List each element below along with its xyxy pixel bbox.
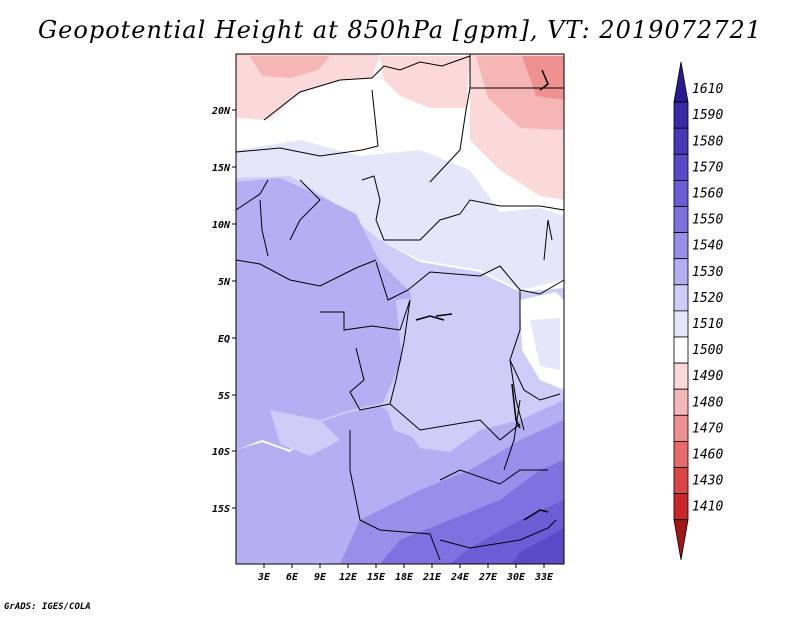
lon-label-3e: 3E bbox=[257, 572, 271, 583]
colorbar-swatch bbox=[673, 519, 689, 560]
colorbar-level-label: 1460 bbox=[692, 447, 723, 462]
field-region-angola-coast bbox=[270, 410, 340, 456]
map-title: Geopotential Height at 850hPa [gpm], VT:… bbox=[38, 16, 762, 44]
colorbar-swatch bbox=[673, 414, 689, 442]
lat-label-20n: 20N bbox=[211, 106, 231, 117]
colorbar-swatch bbox=[673, 388, 689, 416]
colorbar-swatch bbox=[673, 179, 689, 207]
lon-label-24e: 24E bbox=[450, 572, 470, 583]
lon-label-27e: 27E bbox=[478, 572, 498, 583]
colorbar-level-label: 1550 bbox=[692, 213, 723, 228]
colorbar-level-label: 1500 bbox=[692, 343, 723, 358]
colorbar-swatch bbox=[673, 232, 689, 260]
field-region-west bbox=[236, 178, 420, 450]
lat-label-5n: 5N bbox=[218, 277, 231, 288]
colorbar-swatch bbox=[673, 310, 689, 338]
colorbar-swatch bbox=[673, 127, 689, 155]
lat-label-eq: EQ bbox=[218, 334, 230, 345]
colorbar-swatch bbox=[673, 362, 689, 390]
lon-label-30e: 30E bbox=[506, 572, 526, 583]
colorbar-swatch bbox=[673, 206, 689, 234]
colorbar-swatch bbox=[673, 153, 689, 181]
field-region-east-lake bbox=[530, 318, 560, 370]
lon-label-12e: 12E bbox=[339, 572, 358, 583]
colorbar-swatch bbox=[673, 467, 689, 495]
field-region-congo-basin bbox=[384, 296, 504, 440]
colorbar-level-label: 1590 bbox=[692, 108, 723, 123]
field-region-ne-red-peak bbox=[522, 56, 564, 100]
country-borders bbox=[235, 54, 565, 561]
colorbar-level-label: 1410 bbox=[692, 500, 723, 515]
colorbar-swatch bbox=[673, 440, 689, 468]
colorbar-level-label: 1530 bbox=[692, 265, 723, 280]
colorbar-swatch bbox=[673, 336, 689, 364]
lat-label-5s: 5S bbox=[218, 391, 230, 402]
colorbar-level-label: 1430 bbox=[692, 474, 723, 489]
lakes bbox=[415, 69, 549, 521]
colorbar-swatch bbox=[673, 258, 689, 286]
field-region-se-1580 bbox=[512, 528, 564, 564]
colorbar: 1610 1590 1580 1570 1560 1550 1540 1530 1520 1510… bbox=[673, 61, 723, 560]
lat-label-15n: 15N bbox=[212, 163, 231, 174]
field-region-nw-red-core bbox=[250, 56, 330, 78]
lon-label-9e: 9E bbox=[314, 572, 327, 583]
map-frame bbox=[235, 53, 565, 565]
colorbar-level-label: 1560 bbox=[692, 186, 723, 201]
footer-credit: GrADS: IGES/COLA bbox=[4, 602, 91, 612]
lon-label-15e: 15E bbox=[367, 572, 386, 583]
lon-label-33e: 33E bbox=[534, 572, 554, 583]
colorbar-level-label: 1520 bbox=[692, 291, 723, 306]
field-region-sahel bbox=[236, 140, 564, 290]
colorbar-swatch bbox=[673, 284, 689, 312]
colorbar-level-label: 1580 bbox=[692, 134, 723, 149]
colorbar-level-label: 1480 bbox=[692, 395, 723, 410]
lat-label-10n: 10N bbox=[212, 220, 231, 231]
lon-label-18e: 18E bbox=[395, 572, 414, 583]
colorbar-level-label: 1540 bbox=[692, 239, 723, 254]
colorbar-level-label: 1570 bbox=[692, 160, 723, 175]
lon-label-6e: 6E bbox=[286, 572, 299, 583]
colorbar-swatch bbox=[673, 493, 689, 521]
colorbar-swatch bbox=[673, 61, 689, 103]
longitude-axis: 3E 6E 9E 12E 15E 18E 21E 24E 27E 30E 33E bbox=[257, 564, 554, 583]
colorbar-level-label: 1510 bbox=[692, 317, 723, 332]
latitude-axis: 20N 15N 10N 5N EQ 5S 10S 15S bbox=[211, 106, 236, 515]
lon-label-21e: 21E bbox=[422, 572, 442, 583]
colorbar-level-label: 1470 bbox=[692, 421, 723, 436]
lat-label-10s: 10S bbox=[212, 447, 230, 458]
lat-label-15s: 15S bbox=[212, 504, 230, 515]
colorbar-swatch bbox=[673, 101, 689, 129]
colorbar-level-label: 1490 bbox=[692, 369, 723, 384]
map-panel bbox=[236, 54, 564, 564]
colorbar-level-label: 1610 bbox=[692, 82, 723, 97]
